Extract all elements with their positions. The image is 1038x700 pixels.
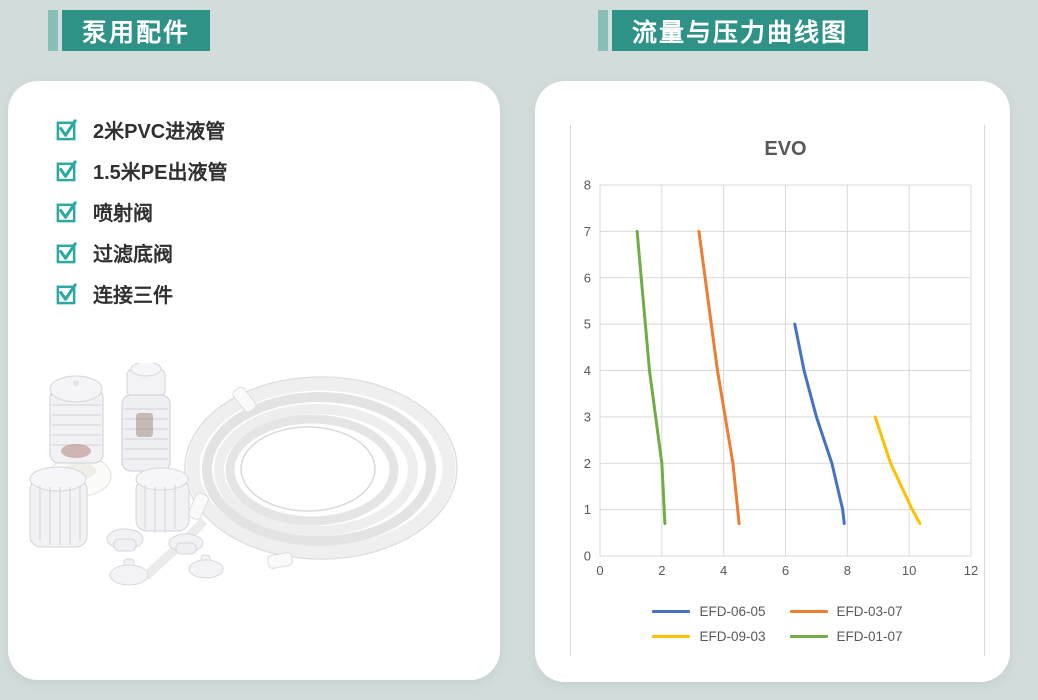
checkbox-checked-icon (56, 242, 77, 264)
y-tick-label: 7 (584, 224, 591, 239)
series-line-EFD-01-07 (635, 229, 667, 526)
checkbox-checked-icon (56, 119, 77, 141)
header-accent-bar (598, 10, 608, 51)
checkbox-checked-icon (56, 201, 77, 223)
chart-card: 0 1 2 3 4 5 6 7 8 0 2 4 6 8 10 12 EVO EFD-06-05 EFD-03-07… (535, 81, 1010, 682)
legend-label: EFD-09-03 (699, 629, 766, 644)
x-tick-label: 6 (782, 563, 789, 578)
left-section-title: 泵用配件 (62, 10, 211, 51)
checklist-label: 连接三件 (93, 285, 173, 307)
y-tick-label: 8 (584, 178, 591, 193)
accessories-checklist: 2米PVC进液管 1.5米PE出液管 喷射阀 过滤底阀 (55, 109, 227, 314)
legend-label: EFD-06-05 (699, 604, 766, 619)
series-line-EFD-03-07 (697, 229, 741, 526)
header-accent-bar (48, 10, 58, 51)
checklist-label: 喷射阀 (93, 203, 153, 225)
x-tick-label: 4 (720, 563, 727, 578)
y-tick-label: 0 (584, 549, 591, 564)
injection-valve-illustration (48, 375, 112, 497)
chart-legend: EFD-06-05 EFD-03-07 EFD-09-03 EFD-01-07 (608, 604, 948, 644)
right-section-title: 流量与压力曲线图 (612, 10, 869, 51)
legend-swatch-icon (789, 610, 828, 613)
accessories-card: 2米PVC进液管 1.5米PE出液管 喷射阀 过滤底阀 (8, 81, 500, 680)
checkbox-checked-icon (56, 283, 77, 305)
checklist-item: 过滤底阀 (55, 232, 227, 273)
y-tick-label: 2 (584, 456, 591, 471)
product-photo-illustration (29, 363, 458, 586)
legend-item: EFD-01-07 (789, 629, 903, 644)
y-tick-label: 4 (584, 363, 591, 378)
y-tick-label: 6 (584, 270, 591, 285)
right-section-header: 流量与压力曲线图 (598, 10, 869, 51)
legend-swatch-icon (789, 635, 828, 638)
x-tick-label: 0 (596, 563, 603, 578)
x-tick-label: 10 (902, 563, 916, 578)
checklist-label: 1.5米PE出液管 (93, 162, 228, 184)
x-tick-label: 2 (658, 563, 665, 578)
chart-frame: 0 1 2 3 4 5 6 7 8 0 2 4 6 8 10 12 EVO EFD-06-05 EFD-03-07… (570, 125, 985, 656)
y-tick-label: 3 (584, 409, 591, 424)
legend-item: EFD-06-05 (652, 604, 766, 619)
legend-item: EFD-03-07 (789, 604, 903, 619)
x-tick-label: 12 (964, 563, 978, 578)
legend-item: EFD-09-03 (652, 629, 766, 644)
y-tick-label: 1 (584, 502, 591, 517)
left-section-header: 泵用配件 (48, 10, 211, 51)
checklist-item: 1.5米PE出液管 (55, 150, 227, 191)
x-tick-label: 8 (844, 563, 851, 578)
foot-valve-illustration (121, 363, 171, 472)
checklist-label: 2米PVC进液管 (93, 121, 226, 143)
y-tick-label: 5 (584, 317, 591, 332)
series-line-EFD-06-05 (793, 322, 846, 526)
legend-swatch-icon (652, 610, 691, 613)
chart-title: EVO (764, 138, 806, 160)
legend-label: EFD-01-07 (836, 629, 903, 644)
checklist-label: 过滤底阀 (93, 244, 173, 266)
tubing-coil-illustration (142, 376, 458, 580)
checkbox-checked-icon (56, 160, 77, 182)
checklist-item: 喷射阀 (55, 191, 227, 232)
checklist-item: 连接三件 (55, 273, 227, 314)
legend-swatch-icon (652, 635, 691, 638)
small-fittings-illustration (106, 528, 224, 586)
checklist-item: 2米PVC进液管 (55, 109, 227, 150)
legend-label: EFD-03-07 (836, 604, 903, 619)
tube-nut-illustration (29, 466, 190, 548)
series-line-EFD-09-03 (873, 415, 922, 526)
